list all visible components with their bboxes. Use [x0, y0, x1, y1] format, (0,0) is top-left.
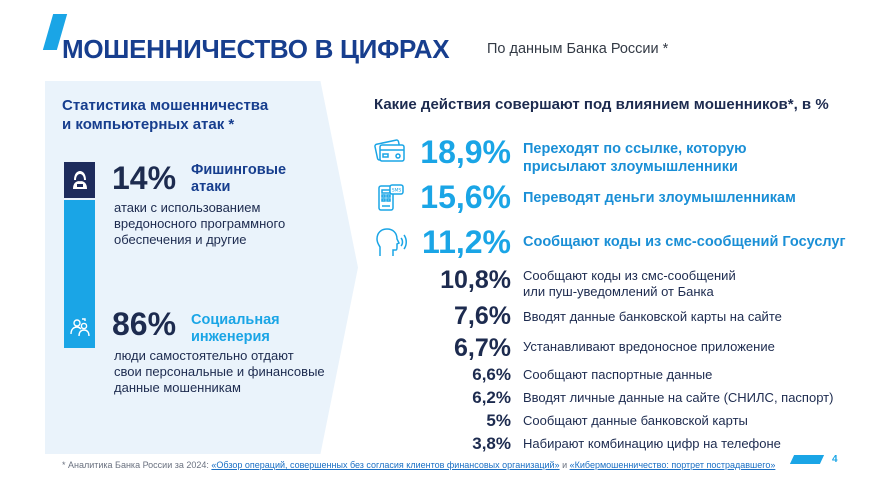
social-caption-line2: инженерия — [191, 329, 270, 345]
action-3-line1: Сообщают коды из смс-сообщений Госуслуг — [523, 234, 846, 250]
action-1-line1: Переходят по ссылке, которую — [523, 141, 747, 157]
action-percent-4: 10,8% — [440, 266, 511, 294]
action-percent-7: 6,6% — [472, 365, 511, 384]
svg-text:SMS: SMS — [392, 188, 402, 194]
speaking-head-icon — [373, 225, 409, 261]
phishing-desc-line2: вредоносного программного — [114, 216, 286, 231]
page-title: МОШЕННИЧЕСТВО В ЦИФРАХ — [62, 34, 450, 64]
action-percent-6: 6,7% — [454, 334, 511, 362]
action-percent-2: 15,6% — [420, 179, 511, 215]
stat-bar-vertical — [64, 200, 95, 308]
action-text-7: Сообщают паспортные данные — [523, 367, 713, 382]
action-percent-8: 6,2% — [472, 388, 511, 407]
social-engineering-percent: 86% — [112, 306, 177, 342]
phishing-description: атаки с использованием вредоносного прог… — [114, 200, 285, 248]
phishing-caption-line2: атаки — [191, 179, 231, 195]
action-2-line1: Переводят деньги злоумышленникам — [523, 190, 796, 206]
footnote-middle: и — [559, 460, 570, 470]
footnote-link-operations-review[interactable]: «Обзор операций, совершенных без согласи… — [211, 460, 560, 470]
social-desc-line3: данные мошенникам — [114, 380, 241, 395]
stat-bar-end — [64, 346, 95, 348]
action-1-line2: присылают злоумышленники — [523, 159, 738, 175]
action-text-8: Вводят личные данные на сайте (СНИЛС, па… — [523, 390, 834, 405]
right-section-heading: Какие действия совершают под влиянием мо… — [374, 96, 829, 113]
page-number: 4 — [832, 454, 838, 465]
phishing-caption: Фишинговые атаки — [191, 162, 286, 196]
action-percent-1: 18,9% — [420, 134, 511, 170]
card-icon — [373, 133, 409, 169]
action-text-4: Сообщают коды из смс-сообщений или пуш-у… — [523, 268, 736, 300]
footnote: * Аналитика Банка России за 2024: «Обзор… — [62, 460, 775, 470]
left-panel-heading: Статистика мошенничества и компьютерных … — [62, 96, 312, 134]
phishing-desc-line1: атаки с использованием — [114, 200, 261, 215]
action-percent-3: 11,2% — [422, 224, 511, 260]
social-desc-line2: свои персональные и финансовые — [114, 364, 325, 379]
phishing-percent: 14% — [112, 160, 177, 196]
people-icon — [64, 308, 95, 346]
page-number-tab — [789, 455, 825, 464]
phone-sms-icon: SMS — [373, 180, 409, 216]
action-text-9: Сообщают данные банковской карты — [523, 413, 748, 428]
action-text-3: Сообщают коды из смс-сообщений Госуслуг — [523, 233, 846, 251]
action-text-6: Устанавливают вредоносное приложение — [523, 339, 775, 354]
footnote-prefix: * Аналитика Банка России за 2024: — [62, 460, 212, 470]
action-percent-5: 7,6% — [454, 302, 511, 330]
hacker-icon — [64, 162, 95, 198]
action-4-line2: или пуш-уведомлений от Банка — [523, 284, 714, 299]
action-text-5: Вводят данные банковской карты на сайте — [523, 309, 782, 324]
phishing-desc-line3: обеспечения и другие — [114, 232, 247, 247]
action-4-line1: Сообщают коды из смс-сообщений — [523, 268, 736, 283]
social-desc-line1: люди самостоятельно отдают — [114, 348, 294, 363]
action-text-2: Переводят деньги злоумышленникам — [523, 189, 796, 207]
action-text-10: Набирают комбинацию цифр на телефоне — [523, 436, 781, 451]
left-heading-line2: и компьютерных атак * — [62, 116, 235, 133]
page-subtitle: По данным Банка России * — [487, 41, 669, 57]
footnote-link-victim-portrait[interactable]: «Кибермошенничество: портрет пострадавше… — [569, 460, 776, 470]
social-caption-line1: Социальная — [191, 312, 280, 328]
action-percent-9: 5% — [486, 411, 511, 430]
social-engineering-caption: Социальная инженерия — [191, 312, 280, 346]
action-text-1: Переходят по ссылке, которую присылают з… — [523, 140, 747, 176]
social-engineering-description: люди самостоятельно отдают свои персонал… — [114, 348, 325, 396]
left-stat-panel — [45, 81, 358, 454]
left-heading-line1: Статистика мошенничества — [62, 97, 269, 114]
phishing-caption-line1: Фишинговые — [191, 162, 287, 178]
action-percent-10: 3,8% — [472, 434, 511, 453]
